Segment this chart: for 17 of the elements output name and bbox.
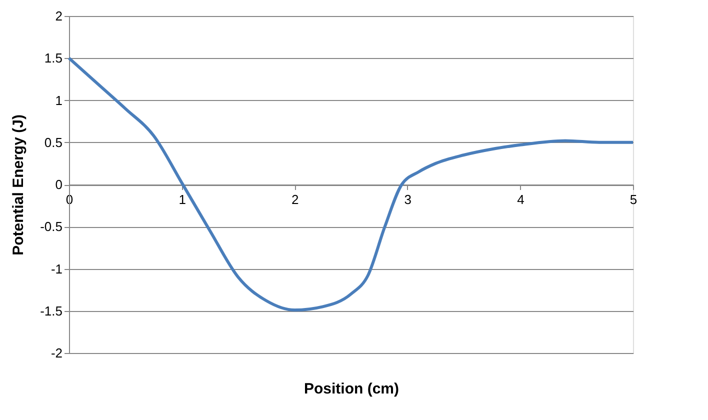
- x-tick-label: 2: [291, 192, 299, 207]
- x-tick-label: 5: [630, 192, 638, 207]
- x-tick-label: 1: [178, 192, 186, 207]
- y-tick-label: 0: [55, 177, 62, 192]
- y-tick-label: 1.5: [44, 50, 62, 66]
- y-tick-label: 2: [55, 8, 62, 24]
- y-axis-title: Potential Energy (J): [10, 114, 28, 256]
- y-tick-label: -1.5: [40, 303, 62, 318]
- y-tick-label: -1: [50, 261, 62, 276]
- x-tick-label: 3: [404, 192, 412, 207]
- y-tick-label: 0.5: [44, 134, 62, 150]
- x-axis-title: Position (cm): [304, 380, 400, 398]
- y-tick-label: -2: [50, 346, 62, 360]
- x-tick-label: 4: [517, 192, 524, 207]
- y-tick-label: -0.5: [40, 219, 62, 234]
- y-tick-label: 1: [55, 92, 62, 108]
- line-series: [68, 56, 634, 312]
